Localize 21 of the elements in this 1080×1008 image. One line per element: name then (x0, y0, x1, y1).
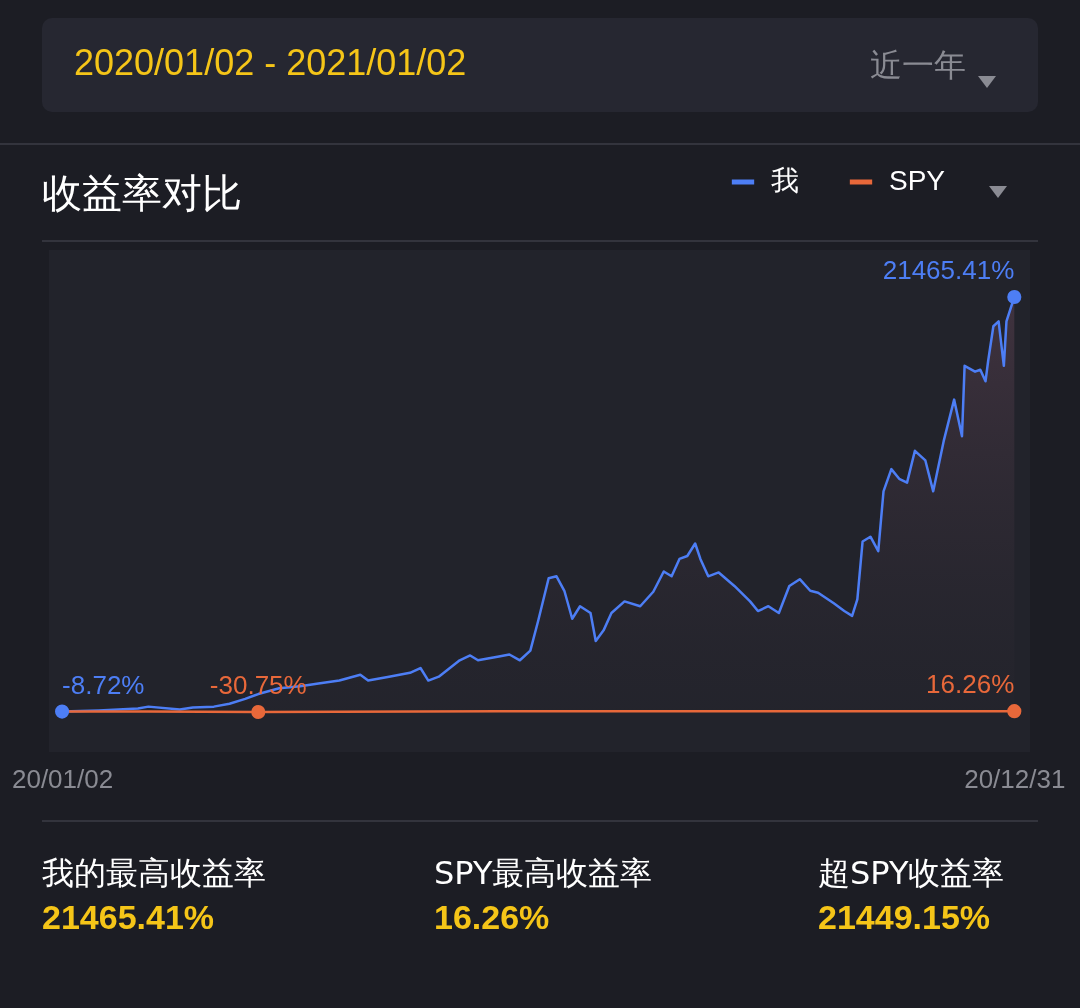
text: 21465.41% (42, 898, 215, 937)
text: 超SPY收益率 (818, 853, 1005, 894)
legend-label: 我 (771, 165, 799, 196)
data-label: -30.75% (209, 670, 307, 701)
text: 近一年 (870, 45, 966, 86)
text: 21449.15% (818, 898, 991, 937)
text: SPY最高收益率 (434, 853, 653, 894)
x-tick-label: 20/12/31 (964, 763, 1066, 794)
text: 我的最高收益率 (42, 853, 266, 894)
point (1007, 704, 1022, 719)
point (55, 704, 70, 719)
data-label: 16.26% (926, 669, 1015, 700)
point (251, 704, 266, 720)
data-label: -8.72% (62, 669, 145, 700)
text: 2020/01/02 - 2021/01/02 (74, 42, 467, 84)
point (1007, 289, 1022, 305)
chart-title: 收益率对比 (42, 169, 242, 218)
text: 16.26% (434, 898, 550, 937)
x-tick-label: 20/01/02 (11, 763, 114, 794)
legend-label: SPY (889, 165, 946, 196)
data-label: 21465.41% (882, 255, 1015, 286)
